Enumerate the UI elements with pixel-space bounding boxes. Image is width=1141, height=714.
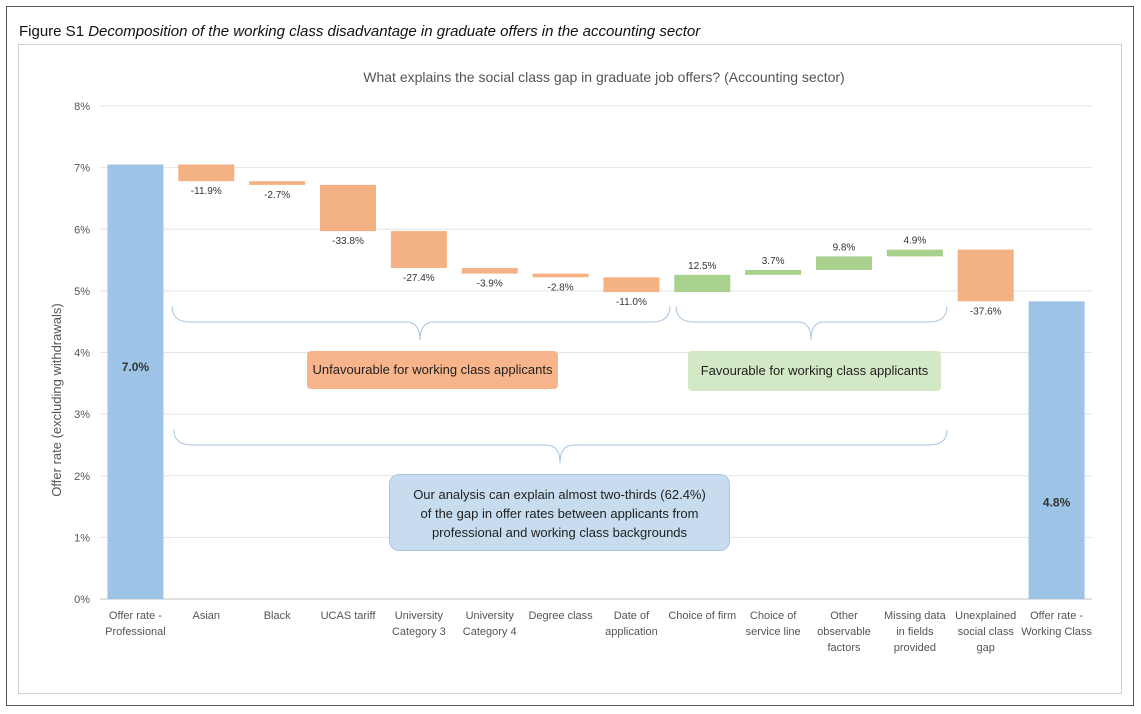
x-tick-label-line: Date of	[614, 610, 650, 622]
value-label: -27.4%	[403, 273, 435, 284]
x-tick-label: University Category 4	[463, 610, 517, 638]
value-label: -3.9%	[477, 279, 503, 290]
x-tick-label-line: Choice of firm	[668, 610, 736, 622]
brace-favourable	[675, 305, 948, 341]
value-label: -2.7%	[264, 190, 290, 201]
x-tick-label-line: University	[395, 610, 444, 622]
x-tick-label-line: Black	[264, 610, 291, 622]
x-tick-label-line: service line	[746, 626, 801, 638]
brace-unfavourable	[171, 305, 671, 341]
y-tick-label: 4%	[74, 348, 90, 360]
x-tick-label: Date of application	[605, 610, 658, 638]
x-tick-label-line: Offer rate -	[1030, 610, 1083, 622]
value-label: -37.6%	[970, 306, 1002, 317]
x-tick-label-line: Other	[830, 610, 858, 622]
x-tick-label-line: in fields	[896, 626, 934, 638]
y-tick-label: 6%	[74, 224, 90, 236]
value-label: -11.0%	[616, 297, 647, 308]
bar	[461, 268, 518, 274]
x-tick-label-line: observable	[817, 626, 871, 638]
x-tick-label-line: Missing data	[884, 610, 947, 622]
x-tick-label: Asian	[193, 610, 221, 622]
analysis-line-3: professional and working class backgroun…	[431, 525, 688, 540]
value-label: 3.7%	[762, 256, 785, 267]
bar	[1028, 301, 1085, 599]
x-tick-label-line: Unexplained	[955, 610, 1016, 622]
figure-frame: Figure S1 Decomposition of the working c…	[6, 6, 1134, 706]
value-label: -33.8%	[332, 236, 364, 247]
x-tick-label-line: Offer rate -	[109, 610, 162, 622]
bar	[603, 277, 660, 293]
x-tick-label-line: social class	[958, 626, 1015, 638]
x-tick-label: Degree class	[528, 610, 593, 622]
analysis-line-2: of the gap in offer rates between applic…	[420, 506, 699, 521]
figure-caption: Figure S1 Decomposition of the working c…	[19, 23, 700, 40]
unfavourable-callout: Unfavourable for working class applicant…	[307, 351, 558, 389]
analysis-callout: Our analysis can explain almost two-thir…	[389, 474, 730, 551]
value-label: 12.5%	[688, 261, 716, 272]
bar	[886, 249, 943, 257]
y-tick-label: 2%	[74, 471, 90, 483]
value-label: -2.8%	[548, 282, 574, 293]
y-tick-label: 0%	[74, 594, 90, 606]
brace-analysis	[173, 429, 948, 464]
y-tick-labels: 0% 1% 2% 3% 4% 5% 6% 7% 8%	[74, 101, 90, 606]
bars	[107, 164, 1085, 599]
x-tick-label-line: factors	[827, 642, 861, 654]
x-tick-label-line: University	[466, 610, 515, 622]
bar	[249, 181, 306, 185]
value-label: 9.8%	[833, 242, 856, 253]
x-tick-label-line: application	[605, 626, 658, 638]
x-tick-label: Offer rate - Working Class	[1021, 610, 1092, 638]
figure-caption-prefix: Figure S1	[19, 23, 85, 40]
x-tick-label: Missing data in fields provided	[884, 610, 947, 654]
x-tick-label-line: gap	[977, 642, 995, 654]
bar	[532, 273, 589, 278]
bar	[745, 269, 802, 275]
x-tick-label-line: provided	[894, 642, 936, 654]
x-tick-label: Choice of firm	[668, 610, 736, 622]
x-tick-label: Black	[264, 610, 291, 622]
x-tick-label-line: Working Class	[1021, 626, 1092, 638]
value-label: -11.9%	[191, 186, 222, 197]
bar	[107, 164, 164, 599]
value-labels: 7.0% -11.9% -2.7% -33.8% -27.4% -3.9% -2.8% -11…	[122, 186, 1071, 509]
x-tick-labels: Offer rate - Professional Asian Black UCAS t…	[105, 610, 1092, 654]
x-tick-label-line: Category 4	[463, 626, 517, 638]
value-label: 4.9%	[903, 236, 926, 247]
x-tick-label: UCAS tariff	[321, 610, 377, 622]
bar	[957, 249, 1014, 302]
x-tick-label-line: Category 3	[392, 626, 446, 638]
bar	[816, 256, 872, 270]
bar	[320, 184, 376, 232]
x-tick-label: Offer rate - Professional	[105, 610, 166, 638]
y-tick-label: 8%	[74, 101, 90, 113]
chart-title: What explains the social class gap in gr…	[363, 69, 844, 85]
bar	[674, 274, 731, 293]
x-tick-label-line: Asian	[193, 610, 221, 622]
y-axis-label: Offer rate (excluding withdrawals)	[49, 303, 64, 496]
value-label: 7.0%	[122, 360, 150, 374]
x-tick-label-line: Degree class	[528, 610, 593, 622]
y-tick-label: 5%	[74, 286, 90, 298]
braces	[171, 305, 948, 464]
bar	[390, 231, 447, 269]
x-tick-label: University Category 3	[392, 610, 446, 638]
value-label: 4.8%	[1043, 496, 1071, 510]
chart-area	[18, 44, 1122, 694]
y-tick-label: 7%	[74, 163, 90, 175]
x-tick-label: Choice of service line	[746, 610, 801, 638]
y-tick-label: 1%	[74, 532, 90, 544]
figure-caption-title: Decomposition of the working class disad…	[88, 23, 701, 40]
bar	[178, 164, 235, 182]
x-tick-label: Unexplained social class gap	[955, 610, 1016, 654]
y-tick-label: 3%	[74, 409, 90, 421]
x-tick-label: Other observable factors	[817, 610, 871, 654]
analysis-line-1: Our analysis can explain almost two-thir…	[413, 487, 706, 502]
x-tick-label-line: Professional	[105, 626, 166, 638]
x-tick-label-line: UCAS tariff	[321, 610, 377, 622]
x-tick-label-line: Choice of	[750, 610, 797, 622]
favourable-callout: Favourable for working class applicants	[688, 351, 941, 391]
